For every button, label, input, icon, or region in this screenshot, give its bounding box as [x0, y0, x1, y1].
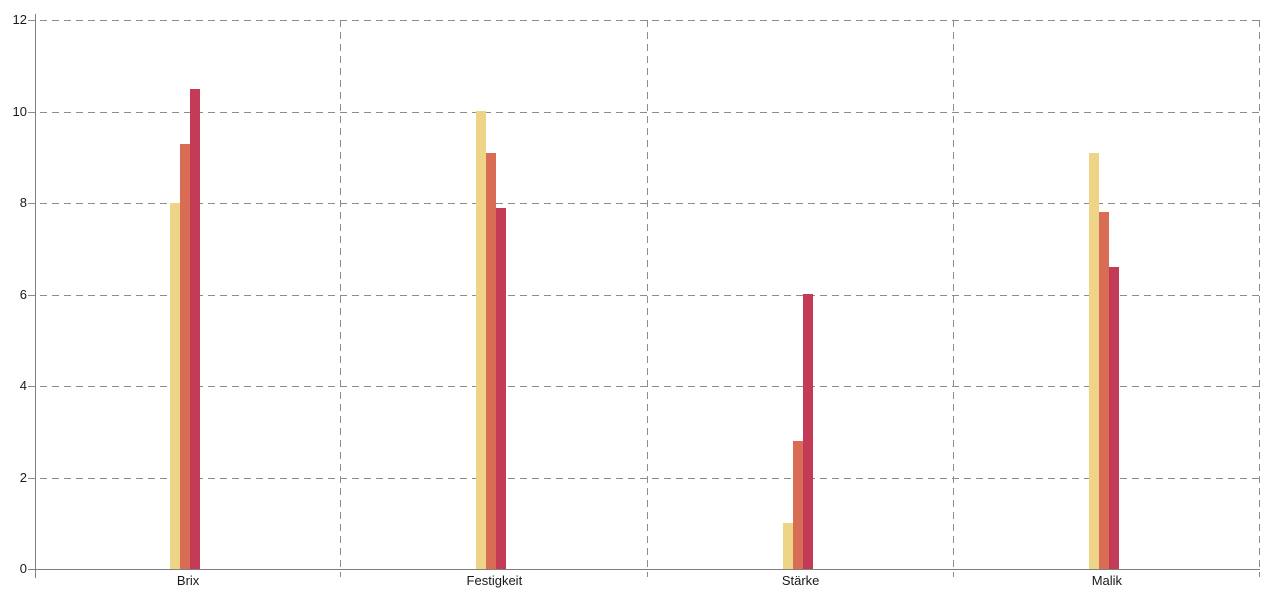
bar-malik-series-2 — [1098, 212, 1109, 569]
y-axis-line — [35, 14, 36, 578]
bar-stärke-series-3 — [802, 294, 813, 569]
bar-malik-series-1 — [1088, 153, 1099, 569]
bar-group-festigkeit — [341, 20, 647, 569]
category-label: Malik — [1091, 573, 1123, 588]
y-tick-label: 6 — [19, 286, 27, 302]
gridline-vertical — [952, 20, 954, 577]
bar-stärke-series-1 — [782, 523, 793, 569]
y-tick-label: 0 — [19, 561, 27, 576]
bar-festigkeit-series-3 — [496, 208, 507, 569]
category-label: Brix — [176, 573, 200, 588]
gridline-horizontal — [28, 203, 1260, 204]
bar-brix-series-3 — [190, 89, 201, 569]
bar-brix-series-2 — [180, 144, 191, 569]
y-tick-label: 4 — [19, 378, 27, 393]
gridline-vertical — [340, 20, 342, 577]
gridline-horizontal — [28, 294, 1260, 296]
category-label: Festigkeit — [466, 573, 523, 588]
y-tick-label: 10 — [12, 103, 27, 119]
gridline-vertical — [1259, 20, 1260, 577]
bar-malik-series-3 — [1108, 267, 1119, 569]
y-tick-label: 12 — [12, 12, 27, 27]
bar-group-brix — [35, 20, 341, 569]
gridline-horizontal — [28, 477, 1260, 479]
x-axis-line — [28, 569, 1260, 570]
y-tick-label: 8 — [19, 195, 27, 210]
plot-area — [28, 20, 1260, 577]
bar-festigkeit-series-1 — [476, 111, 487, 569]
y-tick-label: 2 — [19, 469, 27, 485]
gridline-horizontal — [28, 111, 1260, 113]
gridline-horizontal — [28, 20, 1260, 21]
bar-stärke-series-2 — [792, 441, 803, 569]
gridline-vertical — [646, 20, 648, 577]
gridline-horizontal — [28, 386, 1260, 387]
category-label: Stärke — [781, 573, 820, 588]
bar-festigkeit-series-2 — [486, 153, 497, 569]
bar-brix-series-1 — [170, 203, 181, 569]
bar-group-malik — [954, 20, 1260, 569]
bar-group-stärke — [648, 20, 954, 569]
